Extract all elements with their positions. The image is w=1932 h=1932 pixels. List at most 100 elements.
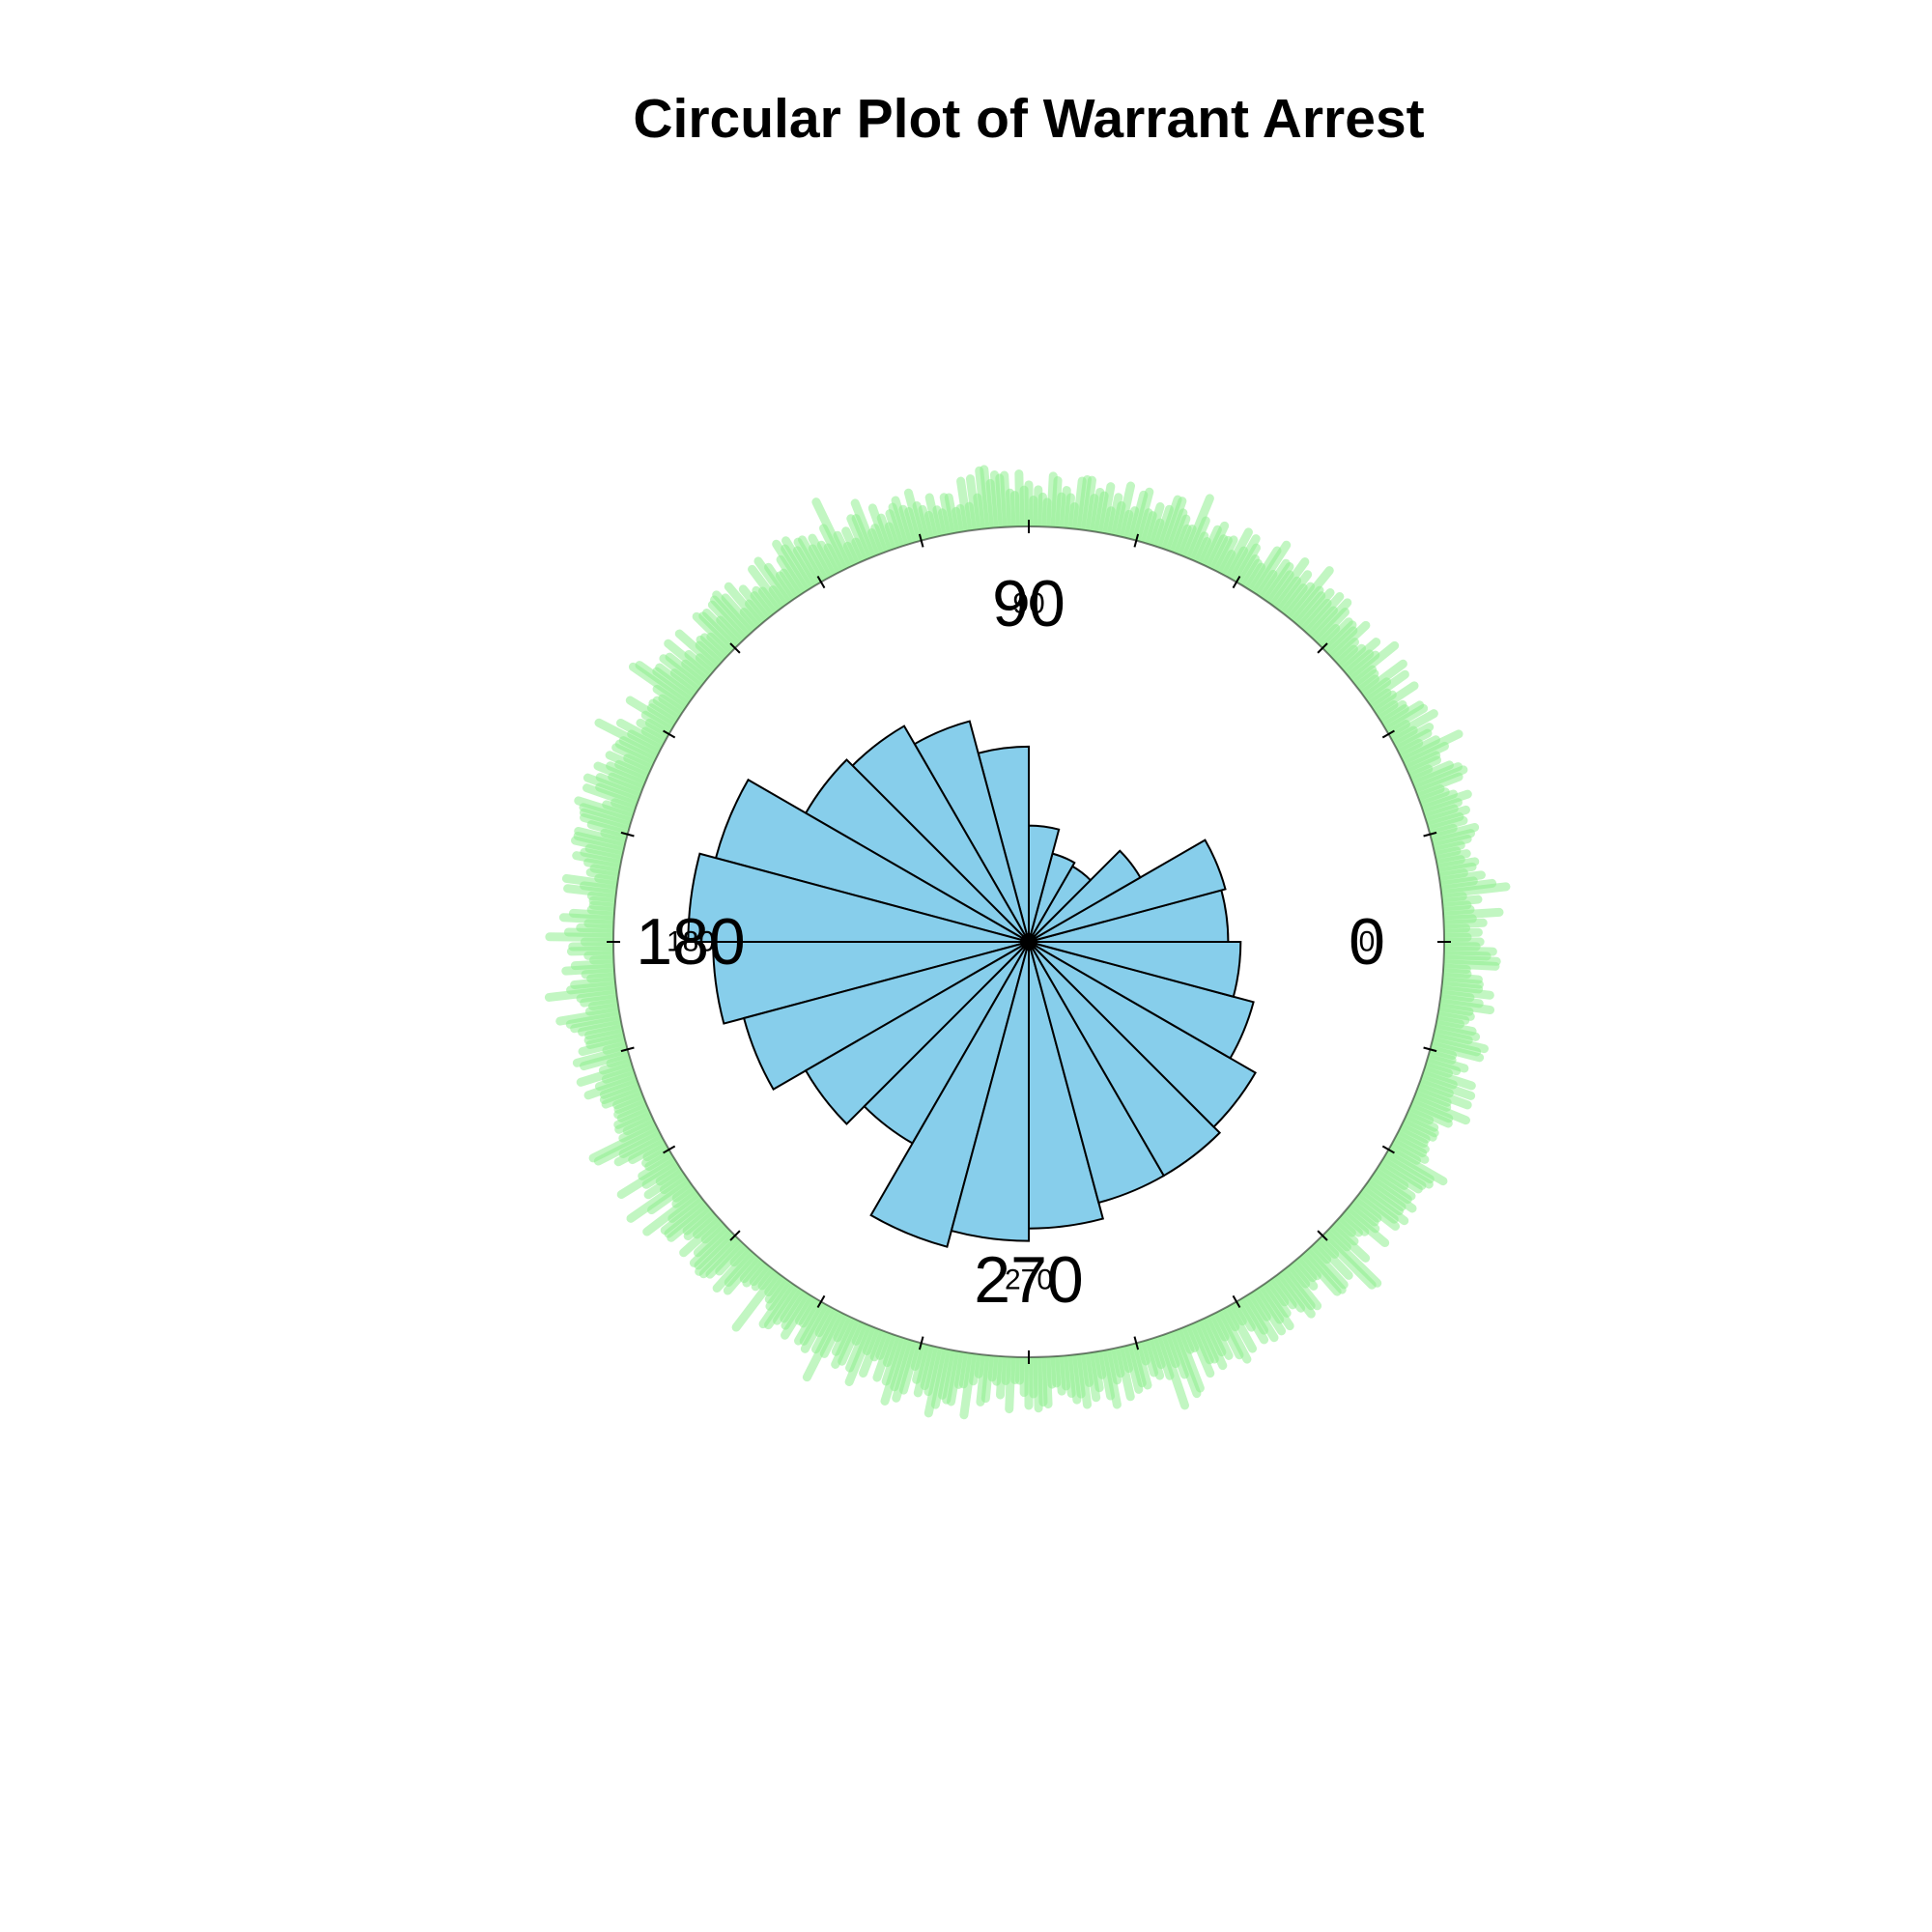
point-stack — [1177, 1323, 1195, 1354]
point-stack — [1363, 1178, 1406, 1211]
point-stack — [1318, 1231, 1377, 1290]
point-stack — [643, 1167, 688, 1200]
point-stack — [693, 1221, 731, 1258]
point-stack — [973, 493, 986, 534]
point-stack — [566, 980, 620, 995]
point-stack — [992, 1351, 1004, 1386]
point-stack — [884, 522, 901, 553]
point-stack — [648, 698, 683, 724]
point-stack — [1363, 669, 1409, 706]
point-stack — [1046, 1351, 1057, 1389]
point-stack — [987, 1350, 999, 1382]
point-stack — [1420, 804, 1459, 822]
point-stack — [1144, 1335, 1165, 1380]
point-stack — [695, 653, 719, 675]
point-stack — [913, 1341, 934, 1398]
point-stack — [1250, 540, 1292, 598]
axis-tick — [1423, 831, 1437, 838]
point-stack — [1410, 765, 1468, 794]
point-stack — [1439, 946, 1497, 956]
point-stack — [608, 772, 647, 794]
point-stack — [1289, 1257, 1319, 1291]
point-stack — [616, 1102, 652, 1122]
point-stack — [1437, 972, 1483, 984]
point-stack — [1347, 640, 1400, 685]
point-stack — [1127, 490, 1149, 545]
point-stack — [1046, 471, 1058, 532]
point-stack — [1394, 738, 1424, 758]
point-stack — [1315, 1234, 1340, 1259]
point-stack — [1360, 1181, 1405, 1216]
point-stack — [1010, 1352, 1020, 1385]
point-stack — [693, 1211, 722, 1239]
point-stack — [698, 1234, 743, 1279]
point-stack — [588, 900, 620, 912]
point-stack — [1429, 834, 1472, 852]
point-stack — [1201, 521, 1230, 571]
point-stack — [1420, 1062, 1454, 1078]
point-stack — [918, 504, 934, 543]
point-stack — [583, 951, 618, 960]
point-stack — [1308, 598, 1352, 644]
point-stack — [765, 1276, 793, 1311]
point-stack — [1169, 514, 1191, 557]
point-stack — [1386, 1141, 1422, 1165]
point-stack — [882, 1331, 901, 1368]
point-stack — [1115, 1343, 1135, 1402]
point-stack — [867, 528, 885, 559]
point-stack — [1411, 772, 1463, 798]
point-stack — [1400, 1114, 1439, 1138]
point-stack — [862, 1323, 881, 1355]
point-stack — [1282, 1263, 1322, 1311]
point-stack — [627, 729, 666, 754]
point-stack — [593, 761, 649, 790]
point-stack — [1312, 607, 1350, 647]
point-stack — [595, 773, 646, 798]
point-stack — [1180, 1321, 1200, 1352]
point-stack — [1336, 1211, 1363, 1237]
point-stack — [1275, 1268, 1316, 1319]
point-stack — [881, 1332, 905, 1386]
point-stack — [1243, 1290, 1279, 1343]
point-stack — [1429, 1032, 1489, 1054]
point-stack — [1426, 1040, 1485, 1063]
point-stack — [1067, 1350, 1082, 1405]
point-stack — [599, 1082, 644, 1104]
point-stack — [768, 585, 789, 611]
point-stack — [618, 1118, 660, 1143]
point-stack — [831, 1315, 861, 1369]
point-stack — [959, 1349, 978, 1420]
point-stack — [1350, 665, 1378, 689]
point-stack — [1435, 876, 1478, 891]
point-stack — [1308, 1239, 1332, 1264]
point-stack — [1419, 1065, 1476, 1091]
point-stack — [1426, 822, 1480, 843]
point-stack — [671, 1184, 700, 1208]
point-stack — [995, 473, 1008, 532]
point-stack — [942, 1346, 960, 1405]
point-stack — [1434, 862, 1477, 877]
point-stack — [1246, 546, 1282, 596]
point-stack — [1258, 1281, 1294, 1331]
point-stack — [1432, 1019, 1477, 1037]
point-stack — [1123, 506, 1140, 543]
point-stack — [1333, 644, 1358, 668]
point-stack — [614, 759, 652, 781]
point-stack — [1160, 497, 1187, 554]
point-stack — [636, 718, 671, 743]
point-stack — [800, 1301, 834, 1353]
point-stack — [1173, 524, 1192, 559]
point-stack — [616, 1156, 681, 1200]
point-stack — [1165, 508, 1188, 555]
point-stack — [1350, 1195, 1382, 1223]
point-stack — [614, 739, 660, 766]
point-stack — [956, 476, 973, 536]
point-stack — [793, 537, 826, 587]
point-stack — [1398, 729, 1463, 766]
point-stack — [570, 1015, 626, 1034]
point-stack — [594, 1069, 639, 1092]
axis-tick — [663, 1145, 676, 1154]
rose-bar — [742, 941, 1030, 1092]
point-stack — [1282, 582, 1316, 621]
point-stack — [781, 1288, 811, 1330]
